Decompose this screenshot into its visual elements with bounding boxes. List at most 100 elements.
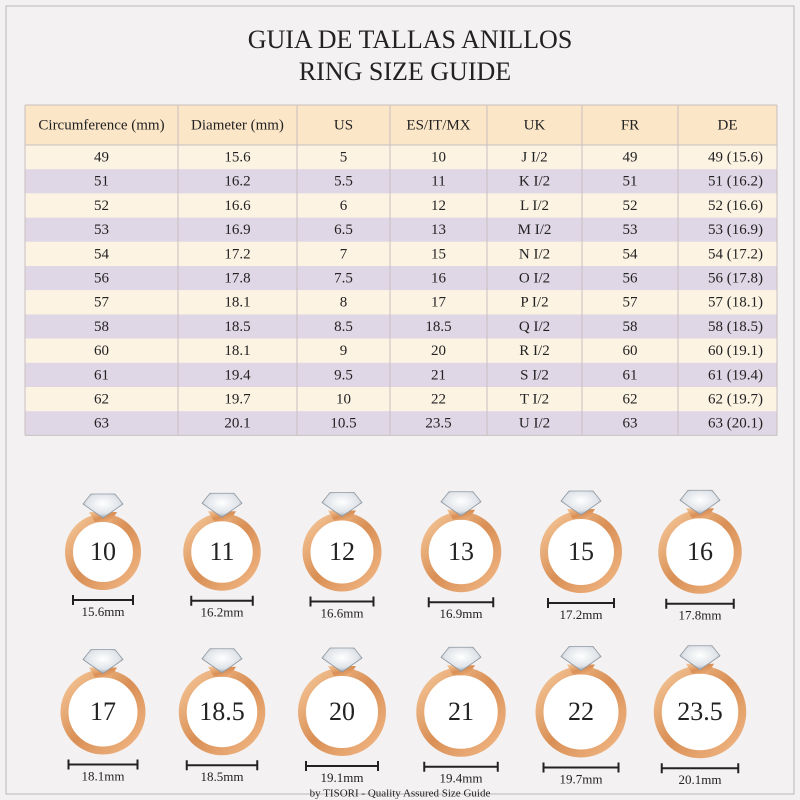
table-cell: 16.9: [224, 222, 250, 238]
table-cell: 53: [623, 222, 638, 238]
table-cell: S I/2: [520, 367, 549, 383]
diameter-label: 16.6mm: [321, 605, 364, 620]
table-cell: 63: [623, 416, 638, 432]
table-cell: 51: [623, 174, 638, 190]
table-cell: 53 (16.9): [708, 222, 763, 238]
table-cell: 60 (19.1): [708, 343, 763, 359]
table-cell: 18.5: [224, 319, 250, 335]
table-cell: Q I/2: [519, 319, 550, 335]
table-cell: R I/2: [519, 343, 549, 359]
table-cell: 17.8: [224, 271, 250, 287]
table-cell: 49 (15.6): [708, 150, 763, 166]
diamond: [560, 646, 602, 671]
ring: 20 19.1mm: [298, 647, 386, 785]
ring: 10 15.6mm: [65, 493, 141, 619]
table-cell: 60: [94, 343, 109, 359]
table-cell: 51 (16.2): [708, 174, 763, 190]
table-cell: 54 (17.2): [708, 246, 763, 262]
table-row: [25, 362, 777, 387]
table-cell: P I/2: [520, 295, 548, 311]
table-row: [25, 169, 777, 194]
table-cell: 54: [623, 246, 639, 262]
frame: [5, 5, 795, 795]
column-header: ES/IT/MX: [406, 117, 470, 133]
table-cell: 63 (20.1): [708, 416, 763, 432]
table-cell: 58 (18.5): [708, 319, 763, 335]
table-cell: 8: [340, 295, 348, 311]
table-row: [25, 290, 777, 315]
table-cell: 10.5: [330, 416, 356, 432]
title-line1: GUIA DE TALLAS ANILLOS: [248, 25, 573, 54]
table-cell: 61: [623, 367, 638, 383]
ring: 15 17.2mm: [540, 490, 622, 622]
ring-size: 16: [687, 537, 713, 566]
ring: 11 16.2mm: [183, 492, 261, 620]
ring-size: 12: [329, 537, 355, 566]
table-cell: 56: [94, 271, 110, 287]
table-row: [25, 241, 777, 266]
table-cell: 16.2: [224, 174, 250, 190]
table-cell: 63: [94, 416, 109, 432]
table-cell: T I/2: [520, 392, 549, 408]
diamond: [321, 492, 363, 517]
table-row: [25, 145, 777, 170]
table-cell: 51: [94, 174, 109, 190]
table-cell: 7.5: [334, 271, 353, 287]
table-cell: N I/2: [519, 246, 550, 262]
table-row: [25, 217, 777, 242]
ring-size: 11: [209, 537, 234, 566]
ring: 13 16.9mm: [420, 491, 502, 621]
column-header: FR: [621, 117, 639, 133]
table-cell: 52 (16.6): [708, 198, 763, 214]
diamond: [440, 646, 482, 672]
footer: by TISORI - Quality Assured Size Guide: [310, 788, 491, 800]
diameter-label: 18.1mm: [82, 768, 125, 783]
table-cell: 60: [623, 343, 638, 359]
ring: 22 19.7mm: [535, 646, 627, 786]
column-header: UK: [524, 117, 546, 133]
table-cell: 16: [431, 271, 447, 287]
ring-size: 22: [568, 697, 594, 726]
table-cell: 62 (19.7): [708, 392, 763, 408]
diamond: [560, 490, 602, 516]
table-cell: 9.5: [334, 367, 353, 383]
diameter-label: 19.4mm: [440, 771, 483, 786]
table-cell: 19.7: [224, 392, 251, 408]
table-cell: 62: [94, 392, 109, 408]
diamond: [82, 493, 124, 519]
table-cell: 56 (17.8): [708, 271, 763, 287]
diamond: [201, 492, 243, 518]
table-cell: J I/2: [521, 150, 547, 166]
table-cell: L I/2: [520, 198, 549, 214]
ring: 16 17.8mm: [658, 489, 742, 623]
table-cell: 20: [431, 343, 446, 359]
table-cell: 61: [94, 367, 109, 383]
table-cell: 58: [94, 319, 109, 335]
size-table: Circumference (mm) Diameter (mm) US ES/IT/M…: [24, 104, 778, 436]
diamond: [321, 647, 363, 673]
column-header: US: [334, 117, 353, 133]
table-cell: 57: [94, 295, 110, 311]
table-cell: 15.6: [224, 150, 251, 166]
diamond: [440, 491, 482, 517]
diameter-label: 18.5mm: [201, 769, 244, 784]
table-cell: 62: [623, 392, 638, 408]
table-cell: 49: [623, 150, 638, 166]
ring-size: 20: [329, 697, 355, 726]
table-cell: 52: [94, 198, 109, 214]
table-cell: 53: [94, 222, 109, 238]
column-header: Circumference (mm): [38, 117, 164, 133]
ring-size: 21: [448, 697, 474, 726]
table-cell: 57 (18.1): [708, 295, 763, 311]
ring-size: 17: [90, 697, 116, 726]
ring-size: 15: [568, 537, 594, 566]
table-cell: 9: [340, 343, 348, 359]
table-cell: 11: [431, 174, 445, 190]
table-cell: 58: [623, 319, 638, 335]
table-cell: 7: [340, 246, 348, 262]
table-cell: 21: [431, 367, 446, 383]
diamond: [679, 645, 721, 671]
table-cell: 18.1: [224, 343, 250, 359]
table-cell: U I/2: [519, 416, 550, 432]
